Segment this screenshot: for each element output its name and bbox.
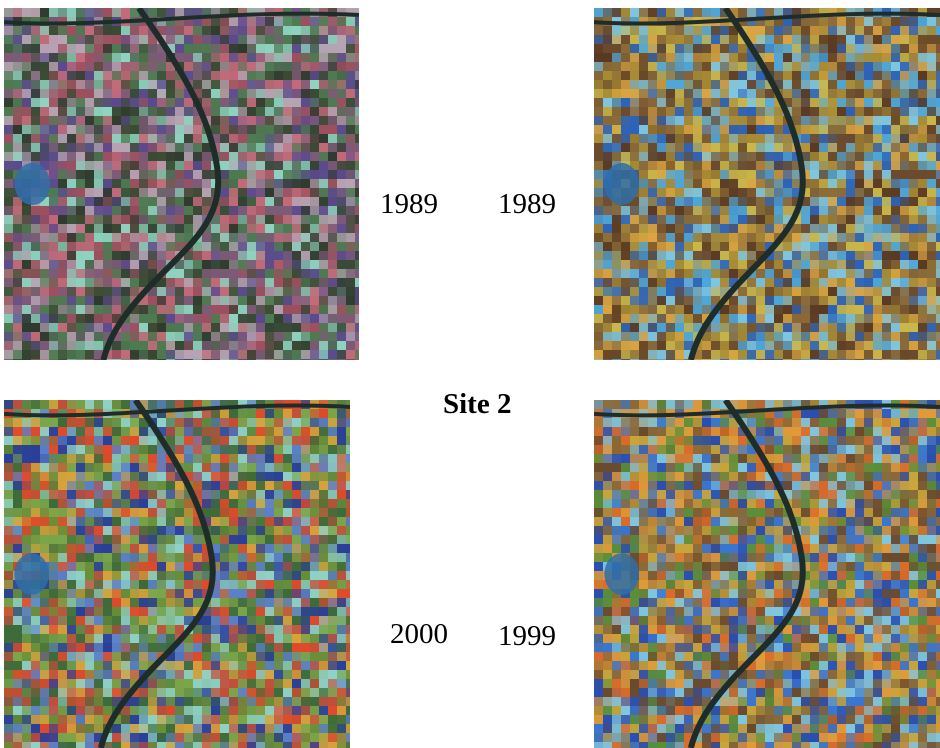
satellite-image-1989-right (594, 8, 940, 360)
year-label-bottom-left: 2000 (390, 618, 448, 650)
year-label-top-right: 1989 (498, 188, 556, 220)
satellite-image-1989-left (4, 8, 359, 360)
year-label-bottom-right: 1999 (498, 620, 556, 652)
satellite-image-2000 (4, 400, 350, 748)
year-label-top-left: 1989 (380, 188, 438, 220)
satellite-image-1999 (594, 400, 940, 748)
site-title: Site 2 (443, 388, 512, 420)
